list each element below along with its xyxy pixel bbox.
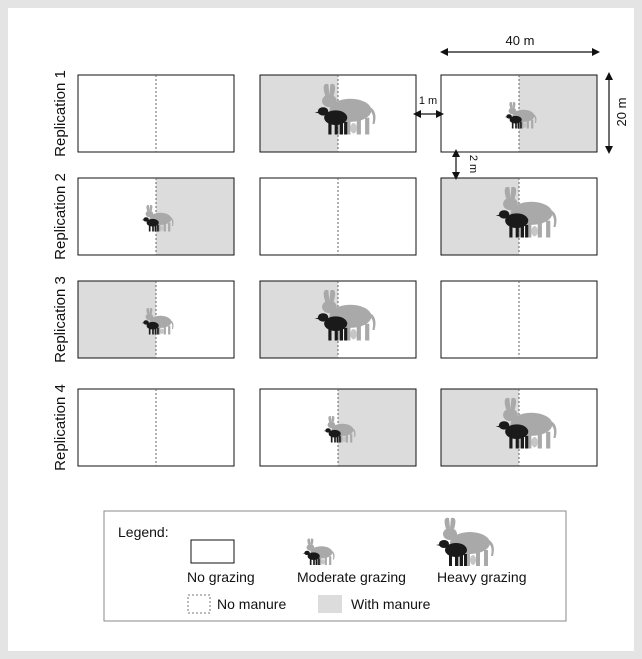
replication-2-label: Replication 2 [52,173,69,260]
replication-3-label: Replication 3 [52,276,69,363]
legend-with-manure-label: With manure [351,596,431,612]
plot-r2-c3 [440,177,598,256]
legend-no-grazing-swatch [190,539,235,564]
plot-r4-c1 [77,388,235,467]
legend-no-manure-label: No manure [217,596,286,612]
legend-moderate-grazing-label: Moderate grazing [297,569,406,585]
dimension-width: 40 m [440,33,600,56]
plot-r4-c3 [440,388,598,467]
plot-r3-c2 [259,280,417,359]
dim-col-gap-label: 1 m [419,95,437,107]
dimension-col-gap: 1 m [413,95,444,118]
legend-with-manure-swatch [318,595,342,613]
plot-r3-c1 [77,280,235,359]
dim-width-label: 40 m [506,33,535,48]
plot-r4-c2 [259,388,417,467]
plot-r1-c2 [259,74,417,153]
replication-4-label: Replication 4 [52,384,69,471]
plot-r2-c2 [259,177,417,256]
plot-r3-c3 [440,280,598,359]
legend: Legend: No grazing Moderate grazing Heav… [103,510,567,622]
dim-row-gap-label: 2 m [467,155,479,173]
legend-no-grazing-label: No grazing [187,569,255,585]
legend-heavy-grazing-label: Heavy grazing [437,569,527,585]
legend-title: Legend: [118,524,169,540]
plot-r1-c1 [77,74,235,153]
replication-1-label: Replication 1 [52,70,69,157]
dimension-row-gap: 2 m [452,149,479,180]
legend-no-manure-swatch [187,594,211,614]
plot-r1-c3 [440,74,598,153]
dim-height-label: 20 m [614,98,629,127]
dimension-height: 20 m [605,72,629,154]
manure-half [78,281,156,358]
plot-r2-c1 [77,177,235,256]
